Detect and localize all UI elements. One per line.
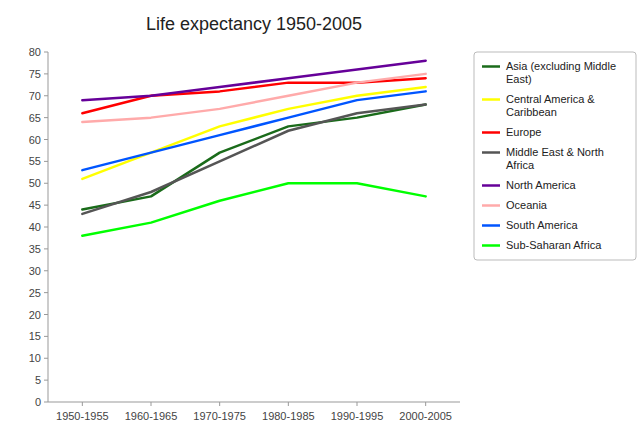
y-tick-label: 80: [29, 46, 41, 58]
y-tick-label: 20: [29, 309, 41, 321]
y-tick: [44, 95, 48, 96]
x-axis: 1950-1955 1960-1965 1970-1975 1980-1985 1990…: [48, 402, 460, 422]
chart-svg: Life expectancy 1950-2005 0 5 10 15 20 25 30 35 4…: [0, 0, 640, 444]
y-tick: [44, 314, 48, 315]
y-tick-label: 65: [29, 112, 41, 124]
y-tick-label: 15: [29, 330, 41, 342]
y-tick-label: 55: [29, 155, 41, 167]
y-tick: [44, 139, 48, 140]
y-tick-label: 70: [29, 90, 41, 102]
y-tick: [44, 248, 48, 249]
legend-swatch: [482, 98, 500, 101]
x-tick: [288, 402, 289, 406]
x-tick-label: 2000-2005: [399, 410, 452, 422]
legend-label: Europe: [506, 126, 541, 138]
y-tick: [44, 336, 48, 337]
y-tick: [44, 380, 48, 381]
legend-label: Sub-Saharan Africa: [506, 239, 602, 251]
y-tick-label: 30: [29, 265, 41, 277]
y-tick: [44, 52, 48, 53]
legend-swatch: [482, 131, 500, 134]
x-tick: [82, 402, 83, 406]
y-tick: [44, 402, 48, 403]
y-tick-label: 50: [29, 177, 41, 189]
legend-label: Oceania: [506, 199, 548, 211]
y-tick: [44, 227, 48, 228]
legend-swatch: [482, 224, 500, 227]
y-tick-label: 10: [29, 352, 41, 364]
legend-swatch: [482, 204, 500, 207]
legend-label: South America: [506, 219, 578, 231]
y-tick: [44, 205, 48, 206]
y-tick: [44, 73, 48, 74]
x-tick: [425, 402, 426, 406]
y-tick: [44, 161, 48, 162]
x-tick: [219, 402, 220, 406]
x-axis-line: [48, 402, 460, 403]
y-tick-label: 75: [29, 68, 41, 80]
y-tick-label: 35: [29, 243, 41, 255]
series-lines: [82, 61, 425, 236]
chart-title: Life expectancy 1950-2005: [146, 14, 362, 34]
series-line: [82, 183, 425, 236]
x-tick-label: 1990-1995: [331, 410, 384, 422]
y-tick-label: 60: [29, 134, 41, 146]
y-tick: [44, 183, 48, 184]
legend-swatch: [482, 65, 500, 68]
legend: Asia (excluding MiddleEast) Central Ameri…: [474, 52, 636, 260]
y-tick: [44, 270, 48, 271]
legend-label: Middle East & NorthAfrica: [506, 146, 604, 171]
y-tick: [44, 292, 48, 293]
series-line: [82, 105, 425, 214]
series-line: [82, 91, 425, 170]
y-tick-label: 40: [29, 221, 41, 233]
x-tick: [151, 402, 152, 406]
y-tick-label: 5: [35, 374, 41, 386]
x-tick-label: 1950-1955: [56, 410, 109, 422]
chart-container: Life expectancy 1950-2005 0 5 10 15 20 25 30 35 4…: [0, 0, 640, 444]
legend-swatch: [482, 184, 500, 187]
legend-label: Central America &Caribbean: [506, 93, 595, 118]
y-axis: 0 5 10 15 20 25 30 35 40 45 50 55 60 65 70 75 80: [29, 46, 48, 408]
legend-swatch: [482, 244, 500, 247]
legend-label: North America: [506, 179, 577, 191]
y-tick: [44, 358, 48, 359]
y-tick-label: 25: [29, 287, 41, 299]
x-tick-label: 1980-1985: [262, 410, 315, 422]
x-tick-label: 1960-1965: [125, 410, 178, 422]
legend-swatch: [482, 151, 500, 154]
x-tick-label: 1970-1975: [193, 410, 246, 422]
legend-label: Asia (excluding MiddleEast): [506, 60, 616, 85]
x-tick: [357, 402, 358, 406]
legend-box: [474, 52, 636, 260]
y-tick: [44, 117, 48, 118]
y-tick-label: 45: [29, 199, 41, 211]
y-tick-label: 0: [35, 396, 41, 408]
